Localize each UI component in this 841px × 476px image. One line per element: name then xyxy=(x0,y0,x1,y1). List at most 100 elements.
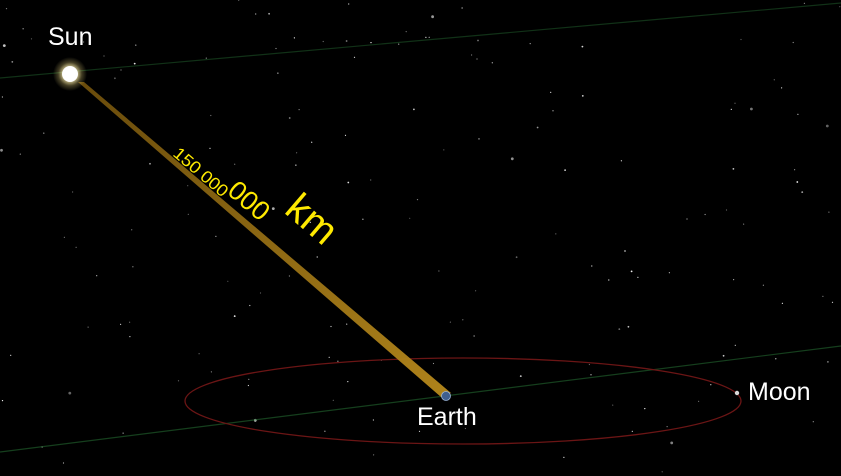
star xyxy=(348,3,350,5)
star xyxy=(277,72,279,74)
star xyxy=(96,275,98,277)
star xyxy=(515,256,518,259)
star xyxy=(627,325,630,328)
star xyxy=(581,95,584,97)
star xyxy=(608,279,610,281)
star xyxy=(129,336,131,338)
star xyxy=(409,217,411,219)
star xyxy=(293,37,295,39)
star xyxy=(295,164,297,166)
star xyxy=(590,374,592,376)
sun xyxy=(53,57,87,91)
star xyxy=(345,40,348,42)
star xyxy=(322,40,324,43)
star xyxy=(11,61,14,63)
star xyxy=(801,191,804,194)
star xyxy=(637,276,639,278)
star xyxy=(132,266,134,268)
star xyxy=(62,462,65,464)
star xyxy=(722,354,725,357)
star xyxy=(233,315,236,317)
star xyxy=(187,185,189,187)
star xyxy=(0,148,3,152)
star xyxy=(432,362,435,365)
star xyxy=(431,15,434,19)
star xyxy=(510,157,514,161)
star xyxy=(337,360,339,362)
star xyxy=(418,430,421,432)
moon-orbit xyxy=(184,357,742,445)
star xyxy=(22,28,24,30)
star xyxy=(260,204,262,206)
star xyxy=(346,323,348,325)
ecliptic-line-upper xyxy=(0,2,841,79)
star xyxy=(464,427,466,430)
star xyxy=(792,41,794,44)
star xyxy=(796,181,799,183)
star xyxy=(588,363,591,366)
star xyxy=(129,321,131,323)
star xyxy=(324,430,326,432)
star xyxy=(259,292,262,294)
star xyxy=(133,62,136,65)
ecliptic-line-lower xyxy=(0,345,841,453)
star xyxy=(563,456,565,458)
star xyxy=(43,132,45,134)
star xyxy=(255,13,257,15)
star xyxy=(344,134,347,136)
star xyxy=(425,36,427,39)
star xyxy=(630,270,633,273)
star xyxy=(529,43,531,45)
star xyxy=(803,2,806,4)
star xyxy=(63,236,65,238)
star xyxy=(686,218,688,220)
moon-dot xyxy=(734,390,740,396)
star xyxy=(288,117,291,119)
star xyxy=(120,323,122,325)
star xyxy=(822,295,824,297)
star xyxy=(353,56,356,58)
star xyxy=(370,42,372,44)
star xyxy=(330,325,332,328)
star xyxy=(477,39,479,42)
star xyxy=(362,218,364,220)
star xyxy=(30,38,33,40)
star xyxy=(238,0,240,1)
star xyxy=(775,358,777,360)
star xyxy=(416,199,419,201)
star xyxy=(332,399,334,401)
star xyxy=(247,384,249,387)
star xyxy=(347,181,350,184)
star xyxy=(114,77,116,80)
sun-disk xyxy=(62,66,78,82)
star xyxy=(781,302,784,304)
star xyxy=(103,55,105,57)
earth-disk xyxy=(441,391,451,401)
star xyxy=(740,38,742,41)
star xyxy=(670,441,674,445)
star xyxy=(491,62,493,64)
star xyxy=(249,304,251,307)
star xyxy=(620,160,623,162)
star xyxy=(205,57,207,59)
star xyxy=(831,301,834,303)
star xyxy=(666,426,668,428)
star xyxy=(1,400,4,402)
star xyxy=(10,354,12,356)
star xyxy=(288,275,290,277)
star xyxy=(732,168,735,170)
star xyxy=(564,169,566,172)
star xyxy=(750,107,753,111)
star xyxy=(471,54,473,56)
star xyxy=(704,213,706,216)
star xyxy=(438,270,440,272)
star xyxy=(797,113,799,115)
star xyxy=(519,375,522,377)
star xyxy=(373,454,375,456)
star xyxy=(298,109,300,111)
star xyxy=(87,326,89,328)
star xyxy=(413,108,415,111)
star xyxy=(227,280,229,282)
